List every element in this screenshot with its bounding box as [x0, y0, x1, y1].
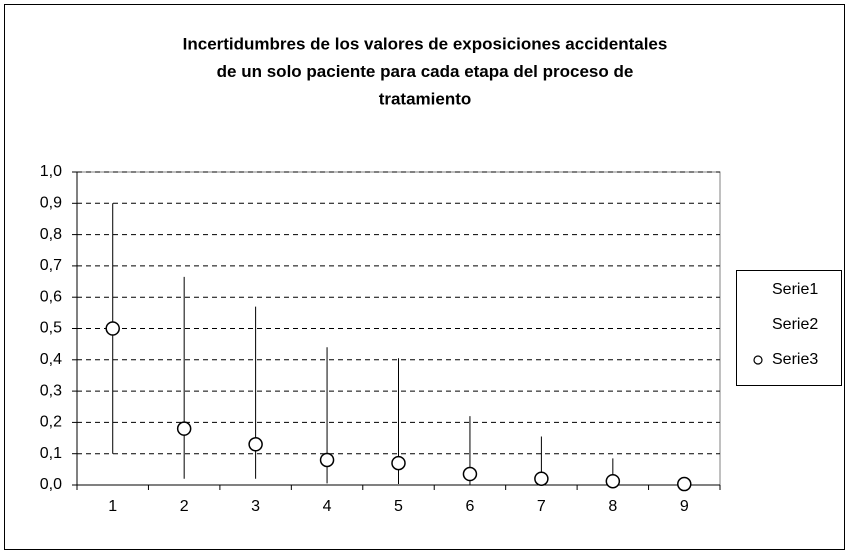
legend-label: Serie2	[772, 316, 818, 333]
chart-title: Incertidumbres de los valores de exposic…	[183, 34, 668, 53]
legend-box	[736, 270, 842, 386]
marker	[176, 421, 192, 436]
y-tick-label: 0,3	[40, 382, 62, 399]
chart-title: tratamiento	[379, 89, 472, 108]
x-tick-label: 7	[537, 498, 546, 515]
y-tick-label: 0,4	[40, 351, 62, 368]
x-tick-label: 5	[394, 498, 403, 515]
y-tick-label: 0,6	[40, 288, 62, 305]
legend-marker	[753, 355, 763, 365]
x-tick-label: 3	[251, 498, 260, 515]
x-tick-label: 8	[608, 498, 617, 515]
y-tick-label: 0,8	[40, 226, 62, 243]
legend-label: Serie3	[772, 351, 818, 368]
x-tick-label: 4	[323, 498, 332, 515]
x-tick-label: 2	[180, 498, 189, 515]
marker	[105, 321, 120, 336]
marker	[605, 473, 621, 489]
y-tick-label: 0,7	[40, 257, 62, 274]
marker	[534, 471, 549, 486]
y-tick-label: 0,9	[40, 195, 62, 212]
marker	[248, 437, 263, 452]
chart-title: de un solo paciente para cada etapa del …	[217, 62, 634, 81]
y-tick-label: 0,5	[40, 320, 62, 337]
y-tick-label: 1,0	[40, 163, 62, 180]
marker	[319, 452, 335, 468]
x-tick-label: 9	[680, 498, 689, 515]
marker	[677, 476, 692, 492]
legend-label: Serie1	[772, 281, 818, 298]
y-tick-label: 0,2	[40, 414, 62, 431]
y-tick-label: 0,0	[40, 476, 62, 493]
marker	[462, 466, 478, 482]
x-tick-label: 1	[108, 498, 117, 515]
y-tick-label: 0,1	[40, 445, 62, 462]
marker	[391, 455, 406, 471]
x-tick-label: 6	[465, 498, 474, 515]
